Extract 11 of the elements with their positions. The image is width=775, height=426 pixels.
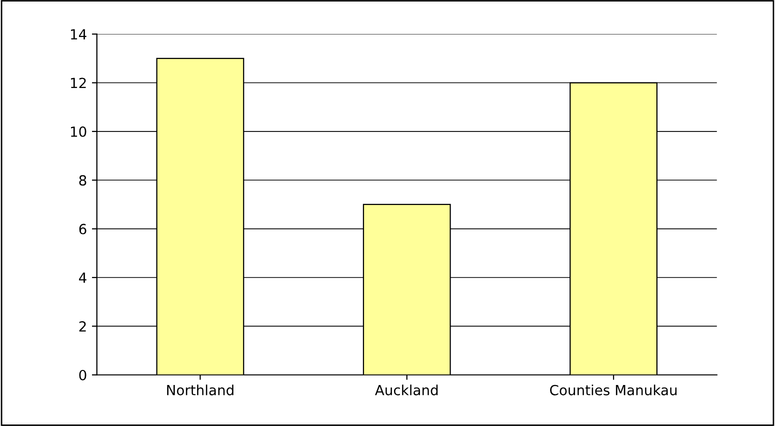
y-tick-label: 14	[71, 29, 86, 40]
y-tick-label: 0	[79, 370, 86, 380]
y-tick-label: 12	[71, 78, 86, 88]
y-tick-label: 4	[78, 272, 86, 283]
x-tick-label: Auckland	[375, 384, 438, 396]
x-tick-label: Counties Manukau	[550, 384, 677, 396]
y-tick-label: 6	[79, 224, 86, 234]
x-tick-label: Northland	[167, 384, 234, 396]
y-tick-label: 8	[79, 175, 86, 186]
y-tick-label: 10	[71, 126, 86, 137]
y-tick-label: 2	[79, 321, 86, 332]
